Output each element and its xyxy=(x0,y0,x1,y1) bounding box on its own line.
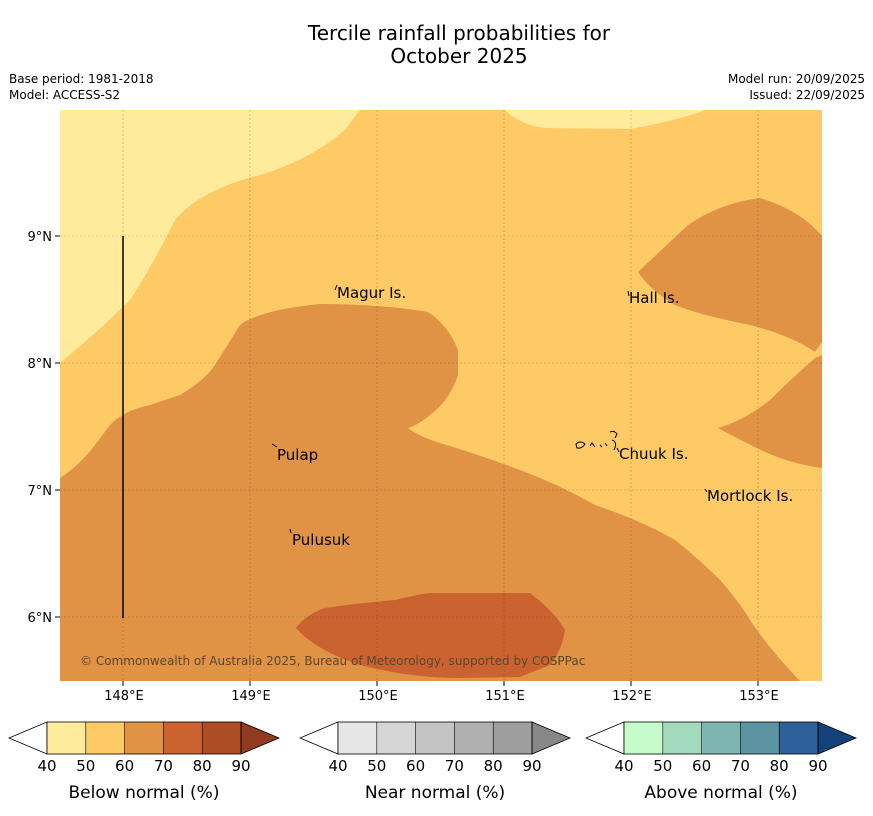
title-line-2: October 2025 xyxy=(390,44,528,68)
legend-near-bin-80-90 xyxy=(493,722,532,754)
legend-above-bin-40-50 xyxy=(624,722,663,754)
region-60-70-central xyxy=(60,304,800,681)
island-mortlock xyxy=(704,488,708,493)
legend-above-tick-80: 80 xyxy=(770,757,789,775)
place-labels: Magur Is. Hall Is. Pulap Chuuk Is. Mortl… xyxy=(277,284,793,549)
legend-above-over-arrow xyxy=(817,721,858,755)
legend-above-normal: 40 50 60 70 80 90 Above normal (%) xyxy=(584,721,858,803)
legend-below-under-arrow xyxy=(7,721,48,755)
lat-label-6n: 6°N xyxy=(28,611,53,626)
legend-above-bin-80-90 xyxy=(779,722,818,754)
legend-above-bin-70-80 xyxy=(740,722,780,754)
copyright-note: © Commonwealth of Australia 2025, Bureau… xyxy=(80,654,585,668)
legend-above-tick-90: 90 xyxy=(808,757,827,775)
legend-below-tick-90: 90 xyxy=(231,757,250,775)
legend-near-tick-70: 70 xyxy=(445,757,464,775)
model-run: Model run: 20/09/2025 xyxy=(727,72,865,86)
legend-near-frame xyxy=(337,721,533,755)
legend-below-bin-40-50 xyxy=(47,722,86,754)
island-chuuk xyxy=(575,430,620,453)
region-60-70-east xyxy=(718,355,822,468)
region-40-50-top xyxy=(505,110,705,129)
legend-below-normal: 40 50 60 70 80 90 Below normal (%) xyxy=(7,721,281,803)
legend-above-under-arrow xyxy=(584,721,625,755)
legend-near-tick-60: 60 xyxy=(406,757,425,775)
lon-label-152e: 152°E xyxy=(612,689,652,704)
legend-above-title: Above normal (%) xyxy=(644,783,797,803)
meta-left: Base period: 1981-2018 Model: ACCESS-S2 xyxy=(9,71,154,103)
legend-above-tick-40: 40 xyxy=(614,757,633,775)
map-area xyxy=(60,110,822,681)
lat-label-8n: 8°N xyxy=(28,357,53,372)
chart-title: Tercile rainfall probabilities for Octob… xyxy=(0,22,873,68)
place-mortlock: Mortlock Is. xyxy=(707,487,793,505)
legend-above-bin-60-70 xyxy=(701,722,741,754)
legend-below-bin-70-80 xyxy=(163,722,203,754)
legend-below-tick-60: 60 xyxy=(115,757,134,775)
lon-label-148e: 148°E xyxy=(104,689,144,704)
legend-above-dividers xyxy=(662,722,780,754)
lon-label-153e: 153°E xyxy=(739,689,779,704)
legend-near-tick-80: 80 xyxy=(484,757,503,775)
place-pulap: Pulap xyxy=(277,446,318,464)
lon-label-149e: 149°E xyxy=(231,689,271,704)
legend-near-dividers xyxy=(376,722,494,754)
legend-below-frame xyxy=(46,721,242,755)
legend-below-ticks: 40 50 60 70 80 90 xyxy=(37,757,250,775)
legend-below-bin-80-90 xyxy=(202,722,241,754)
legend-above-bin-50-60 xyxy=(662,722,702,754)
lat-label-7n: 7°N xyxy=(28,484,53,499)
model-name: Model: ACCESS-S2 xyxy=(9,88,121,102)
legend-near-bin-70-80 xyxy=(454,722,494,754)
legend-below-dividers xyxy=(85,722,203,754)
axis-ticks xyxy=(55,235,759,686)
legend-near-bin-40-50 xyxy=(338,722,377,754)
place-pulusuk: Pulusuk xyxy=(292,531,350,549)
legend-near-ticks: 40 50 60 70 80 90 xyxy=(328,757,541,775)
base-period: Base period: 1981-2018 xyxy=(9,72,154,86)
island-pulap xyxy=(271,443,278,448)
legend-below-title: Below normal (%) xyxy=(69,783,220,803)
island-outlines xyxy=(271,284,708,534)
region-40-50-north xyxy=(60,110,360,363)
lat-label-9n: 9°N xyxy=(28,230,53,245)
legend-below-bin-60-70 xyxy=(124,722,164,754)
meta-right: Model run: 20/09/2025 Issued: 22/09/2025 xyxy=(728,71,865,103)
lon-label-150e: 150°E xyxy=(358,689,398,704)
place-magur: Magur Is. xyxy=(337,284,406,302)
place-hall: Hall Is. xyxy=(629,289,680,307)
legend-below-tick-80: 80 xyxy=(193,757,212,775)
legend-below-tick-40: 40 xyxy=(37,757,56,775)
legend-near-tick-40: 40 xyxy=(328,757,347,775)
island-pulusuk xyxy=(289,528,292,534)
legend-below-tick-50: 50 xyxy=(76,757,95,775)
legend-below-over-arrow xyxy=(240,721,281,755)
place-chuuk: Chuuk Is. xyxy=(619,445,688,463)
legend-near-under-arrow xyxy=(298,721,339,755)
legend-near-tick-90: 90 xyxy=(522,757,541,775)
legend-above-tick-70: 70 xyxy=(731,757,750,775)
longitude-labels: 148°E 149°E 150°E 151°E 152°E 153°E xyxy=(104,689,779,704)
lon-label-151e: 151°E xyxy=(485,689,525,704)
legend-near-title: Near normal (%) xyxy=(365,783,505,803)
legend-above-tick-50: 50 xyxy=(653,757,672,775)
region-60-70-northeast xyxy=(638,198,822,352)
legend-near-bin-50-60 xyxy=(376,722,416,754)
legend-near-bin-60-70 xyxy=(415,722,455,754)
latitude-labels: 9°N 8°N 7°N 6°N xyxy=(28,230,53,626)
legend-above-frame xyxy=(623,721,819,755)
legend-below-tick-70: 70 xyxy=(154,757,173,775)
legend-near-over-arrow xyxy=(531,721,572,755)
region-70-80-south xyxy=(296,593,565,678)
title-line-1: Tercile rainfall probabilities for xyxy=(307,21,611,45)
legend-below-bin-50-60 xyxy=(85,722,125,754)
legend-above-tick-60: 60 xyxy=(692,757,711,775)
issued-date: Issued: 22/09/2025 xyxy=(749,88,865,102)
island-magur xyxy=(334,284,338,291)
island-hall xyxy=(627,290,630,297)
legend-near-tick-50: 50 xyxy=(367,757,386,775)
legend-above-ticks: 40 50 60 70 80 90 xyxy=(614,757,827,775)
legend-near-normal: 40 50 60 70 80 90 Near normal (%) xyxy=(298,721,572,803)
